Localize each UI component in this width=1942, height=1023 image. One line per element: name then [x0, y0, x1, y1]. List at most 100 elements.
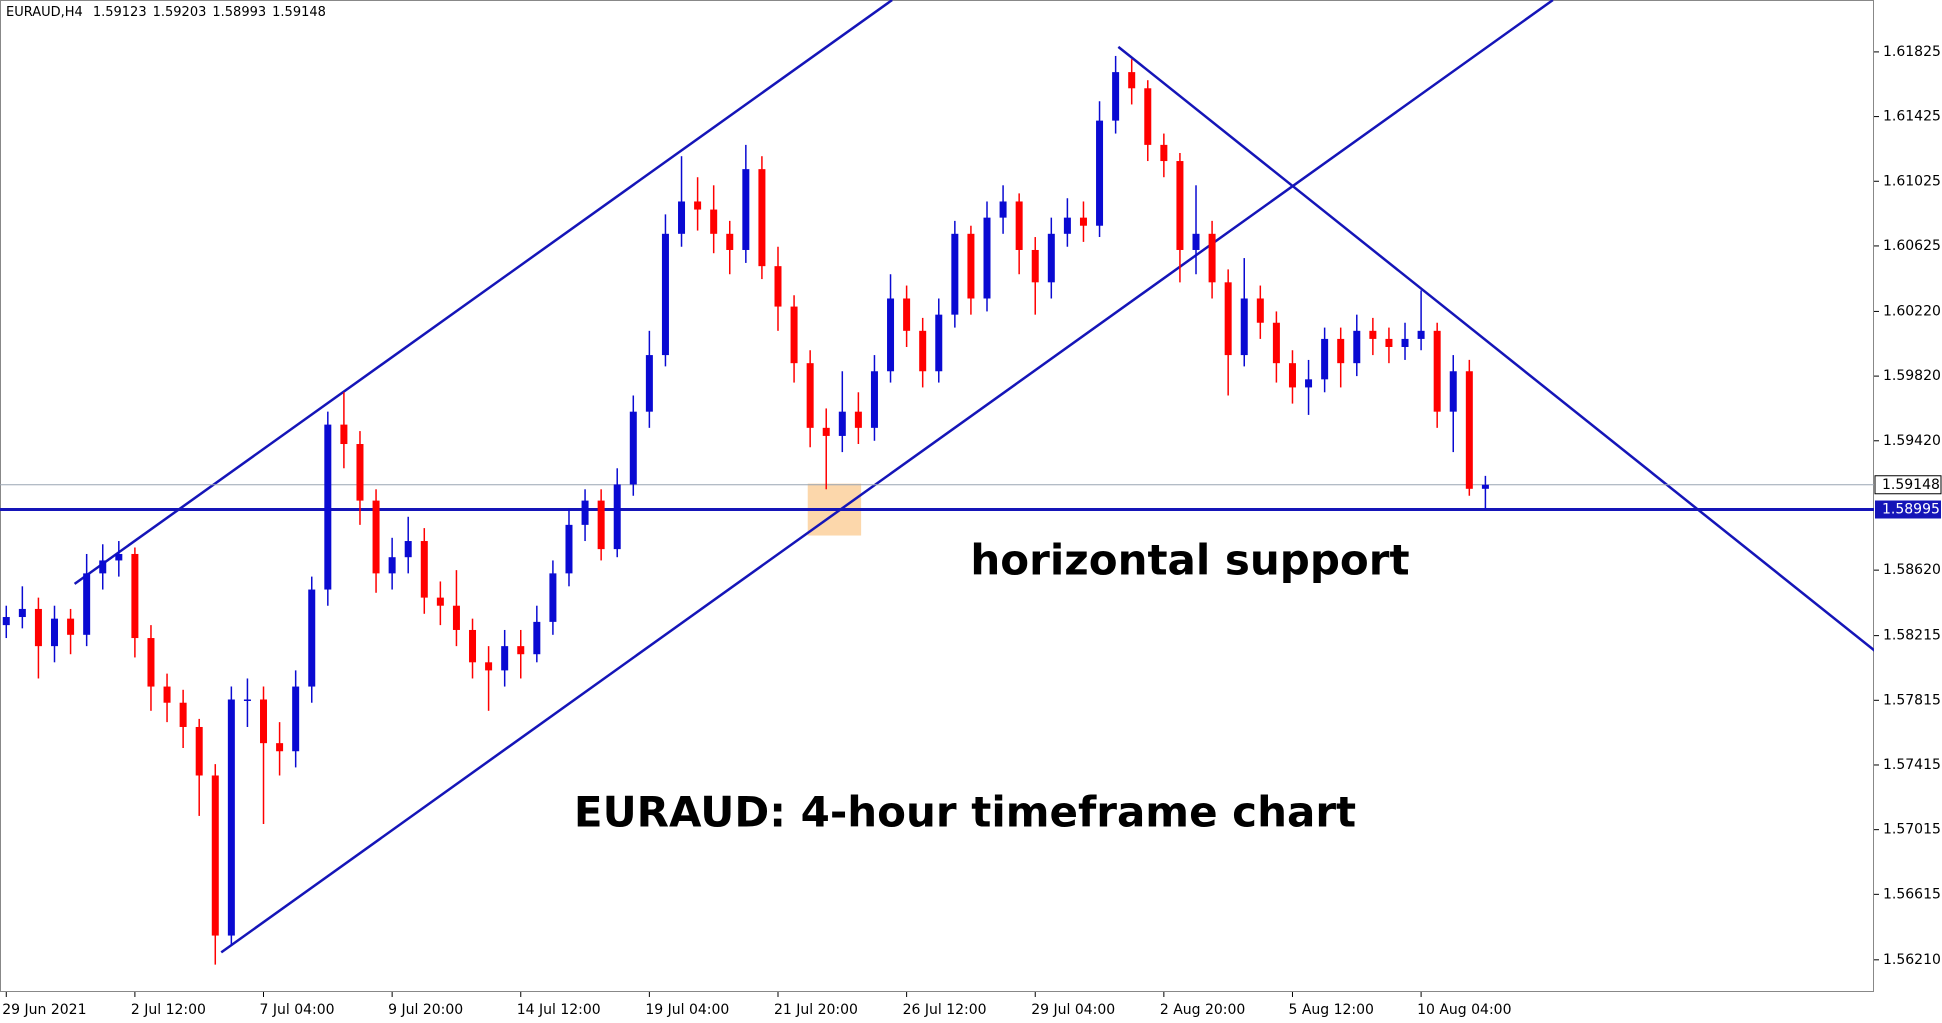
- x-tick-label: 14 Jul 12:00: [517, 1002, 601, 1018]
- last-high: 1.59203: [153, 5, 207, 20]
- candle-body: [1401, 338, 1409, 347]
- candle-body: [131, 553, 139, 639]
- candle-body: [51, 618, 59, 647]
- last-close: 1.59148: [272, 5, 326, 20]
- current-price-tag: 1.59148: [1874, 475, 1942, 495]
- x-tick-label: 26 Jul 12:00: [903, 1002, 987, 1018]
- candle-body: [1079, 217, 1087, 226]
- support-price-box: [1875, 500, 1941, 519]
- candle-body: [1337, 338, 1345, 364]
- candle-body: [1433, 330, 1441, 412]
- x-tick-label: 29 Jul 04:00: [1031, 1002, 1115, 1018]
- candle-body: [260, 699, 268, 744]
- candle-body: [1047, 233, 1055, 283]
- candle-body: [758, 169, 766, 267]
- x-tick-label: 9 Jul 20:00: [388, 1002, 463, 1018]
- candle-body: [1417, 330, 1425, 339]
- candle-body: [999, 201, 1007, 218]
- candle-body: [34, 608, 42, 647]
- candle-body: [806, 363, 814, 428]
- trend-line: [73, 0, 893, 585]
- candle-body: [1208, 233, 1216, 283]
- current-price-label: 1.59148: [1882, 477, 1940, 493]
- candle-body: [694, 201, 702, 210]
- x-tick-label: 5 Aug 12:00: [1288, 1002, 1374, 1018]
- candle-body: [597, 500, 605, 550]
- candle-body: [1224, 282, 1232, 356]
- x-tick-label: 19 Jul 04:00: [645, 1002, 729, 1018]
- candle-body: [83, 573, 91, 635]
- candle-body: [1096, 120, 1104, 226]
- chart-header: EURAUD,H4 1.59123 1.59203 1.58993 1.59148: [6, 5, 326, 20]
- plot-area: [0, 0, 1874, 965]
- candle-body: [67, 618, 75, 635]
- y-tick-label: 1.61425: [1883, 109, 1941, 125]
- candle-body: [1288, 363, 1296, 388]
- candle-body: [1128, 72, 1136, 89]
- candle-body: [227, 699, 235, 936]
- candle-body: [983, 217, 991, 299]
- candle-body: [1481, 484, 1489, 489]
- candle-body: [903, 298, 911, 331]
- candle-body: [533, 621, 541, 655]
- candle-body: [1272, 322, 1280, 364]
- candle-body: [1256, 298, 1264, 323]
- candle-body: [967, 233, 975, 299]
- last-open: 1.59123: [93, 5, 147, 20]
- candle-body: [243, 699, 251, 701]
- candle-body: [1385, 338, 1393, 347]
- candle-body: [1369, 330, 1377, 339]
- annotation: EURAUD: 4-hour timeframe chart: [574, 788, 1356, 837]
- candle-body: [420, 541, 428, 598]
- candle-body: [645, 355, 653, 412]
- y-tick-label: 1.59420: [1883, 433, 1941, 449]
- y-tick-label: 1.58215: [1883, 628, 1941, 644]
- candle-body: [919, 330, 927, 372]
- candle-body: [388, 557, 396, 574]
- candle-body: [1240, 298, 1248, 356]
- candle-body: [18, 608, 26, 618]
- candle-body: [726, 233, 734, 250]
- plot-frame: [0, 0, 1874, 992]
- x-tick-label: 29 Jun 2021: [2, 1002, 86, 1018]
- y-tick-label: 1.61025: [1883, 173, 1941, 189]
- x-tick-label: 7 Jul 04:00: [260, 1002, 335, 1018]
- last-low: 1.58993: [212, 5, 266, 20]
- candle-body: [790, 306, 798, 364]
- candle-body: [340, 424, 348, 445]
- candle-body: [452, 605, 460, 630]
- y-tick-label: 1.57815: [1883, 692, 1941, 708]
- candle-body: [774, 266, 782, 307]
- support-price-label: 1.58995: [1882, 502, 1940, 518]
- candle-body: [211, 775, 219, 936]
- candle-body: [324, 424, 332, 590]
- trend-line: [220, 0, 1554, 954]
- candle-body: [838, 411, 846, 436]
- candle-body: [1465, 371, 1473, 489]
- candle-body: [517, 646, 525, 655]
- y-tick-label: 1.56615: [1883, 886, 1941, 902]
- candle-body: [163, 686, 171, 703]
- candle-body: [404, 541, 412, 558]
- candle-body: [1321, 338, 1329, 380]
- candle-body: [581, 500, 589, 525]
- candle-body: [1353, 330, 1361, 364]
- candle-body: [951, 233, 959, 315]
- trend-line: [1117, 45, 1874, 652]
- candle-body: [1112, 72, 1120, 121]
- x-tick-label: 2 Jul 12:00: [131, 1002, 206, 1018]
- candle-body: [1192, 233, 1200, 250]
- candle-body: [1449, 371, 1457, 412]
- candle-body: [1144, 88, 1152, 145]
- candle-body: [854, 411, 862, 428]
- candle-body: [887, 298, 895, 372]
- candle-body: [935, 314, 943, 372]
- x-tick-label: 10 Aug 04:00: [1417, 1002, 1511, 1018]
- candle-body: [661, 233, 669, 356]
- candle-body: [436, 597, 444, 606]
- candle-body: [710, 209, 718, 234]
- y-tick-label: 1.59820: [1883, 368, 1941, 384]
- candle-body: [2, 617, 10, 626]
